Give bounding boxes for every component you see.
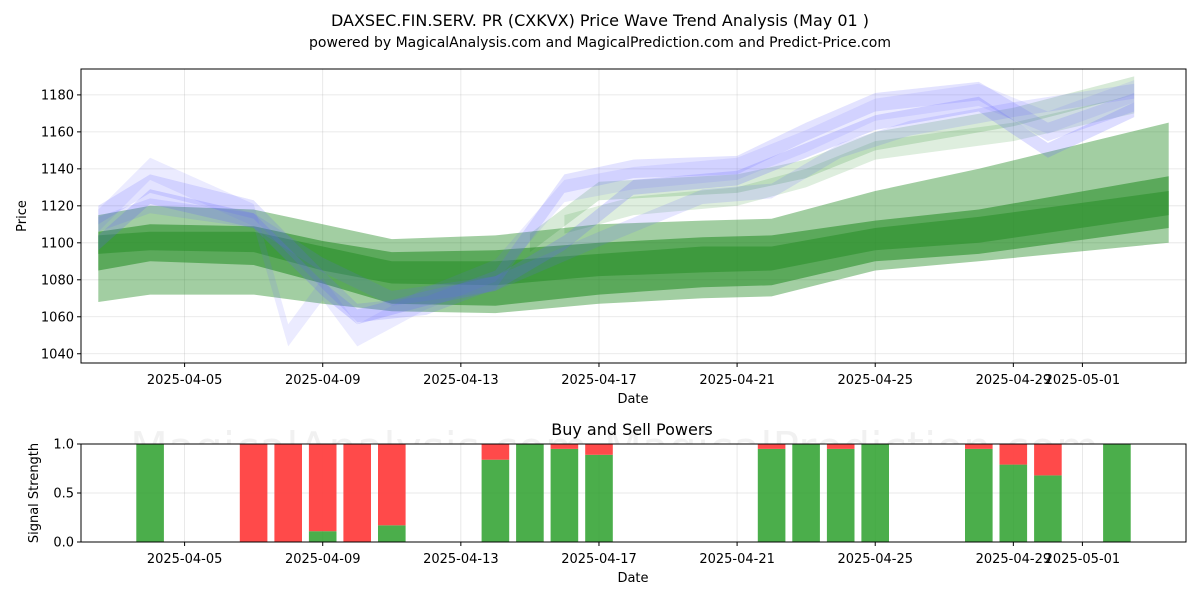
x-tick-label: 2025-04-09	[285, 373, 361, 388]
signal-y-axis-label: Signal Strength	[27, 443, 42, 543]
signal-y-ticks: 0.0 0.5 1.0	[53, 438, 81, 551]
y-tick-label: 1180	[41, 88, 74, 103]
buy-power-bar	[136, 444, 164, 542]
buy-power-bar	[1034, 475, 1062, 542]
light-green-wave-band	[529, 76, 1135, 253]
buy-power-bar	[826, 448, 855, 542]
price-x-axis-label: Date	[617, 392, 648, 407]
buy-power-bar	[861, 444, 889, 542]
signal-y-tick-label: 0.0	[53, 536, 74, 551]
x-tick-label: 2025-04-25	[837, 373, 913, 388]
buy-power-bar	[792, 444, 820, 542]
y-tick-label: 1060	[41, 310, 74, 325]
x-tick-label: 2025-04-05	[147, 373, 223, 388]
x-tick-label: 2025-04-21	[699, 373, 775, 388]
signal-x-ticks: 2025-04-05 2025-04-09 2025-04-13 2025-04-17…	[147, 542, 1120, 567]
buy-power-bar	[516, 444, 544, 542]
signal-x-tick-label: 2025-04-17	[561, 552, 637, 567]
chart-subtitle: powered by MagicalAnalysis.com and Magic…	[309, 35, 891, 51]
buy-power-bar	[550, 448, 579, 542]
sell-power-bar	[826, 444, 855, 449]
buy-power-bar	[965, 448, 993, 542]
sell-power-bar	[965, 444, 993, 449]
sell-power-bar	[378, 444, 406, 526]
y-tick-label: 1080	[41, 273, 74, 288]
sell-power-bar	[239, 444, 268, 542]
price-grid	[81, 69, 1186, 363]
y-tick-label: 1160	[41, 125, 74, 140]
buy-power-bar	[999, 464, 1028, 542]
y-tick-label: 1040	[41, 347, 74, 362]
signal-bars	[136, 444, 1131, 542]
sell-power-bar	[757, 444, 786, 449]
signal-y-tick-label: 1.0	[53, 438, 74, 453]
y-tick-label: 1100	[41, 236, 74, 251]
x-tick-label: 2025-04-13	[423, 373, 499, 388]
y-tick-label: 1140	[41, 162, 74, 177]
y-tick-label: 1120	[41, 199, 74, 214]
price-y-ticks: 1040 1060 1080 1100 1120 1140 1160 1180	[41, 88, 81, 362]
buy-power-bar	[585, 454, 613, 542]
signal-x-tick-label: 2025-04-21	[699, 552, 775, 567]
signal-x-tick-label: 2025-04-05	[147, 552, 223, 567]
signal-chart-title: Buy and Sell Powers	[551, 420, 713, 439]
light-green-wave-band	[564, 94, 1135, 234]
sell-power-bar	[308, 444, 337, 532]
signal-x-tick-label: 2025-05-01	[1045, 552, 1121, 567]
x-tick-label: 2025-04-17	[561, 373, 637, 388]
signal-y-tick-label: 0.5	[53, 487, 74, 502]
sell-power-bar	[550, 444, 579, 449]
buy-power-bar	[481, 459, 510, 542]
signal-x-tick-label: 2025-04-29	[976, 552, 1052, 567]
x-tick-label: 2025-05-01	[1045, 373, 1121, 388]
blue-wave-band	[98, 83, 1135, 306]
signal-x-tick-label: 2025-04-09	[285, 552, 361, 567]
sell-power-bar	[481, 444, 510, 460]
blue-wave-band	[98, 80, 1135, 347]
signal-x-tick-label: 2025-04-13	[423, 552, 499, 567]
price-bands	[98, 76, 1169, 347]
x-tick-label: 2025-04-29	[976, 373, 1052, 388]
signal-x-tick-label: 2025-04-25	[837, 552, 913, 567]
sell-power-bar	[274, 444, 302, 542]
buy-power-bar	[308, 531, 337, 542]
buy-power-bar	[1103, 444, 1131, 542]
signal-x-axis-label: Date	[617, 571, 648, 586]
sell-power-bar	[343, 444, 371, 542]
buy-power-bar	[757, 448, 786, 542]
price-plot-frame	[80, 68, 1187, 364]
green-trend-band	[98, 191, 1169, 286]
sell-power-bar	[999, 444, 1028, 465]
chart-title: DAXSEC.FIN.SERV. PR (CXKVX) Price Wave T…	[331, 11, 869, 30]
sell-power-bar	[1034, 444, 1062, 476]
price-y-axis-label: Price	[15, 200, 30, 232]
price-x-ticks: 2025-04-05 2025-04-09 2025-04-13 2025-04-17…	[147, 363, 1120, 388]
buy-power-bar	[378, 525, 406, 542]
sell-power-bar	[585, 444, 613, 455]
